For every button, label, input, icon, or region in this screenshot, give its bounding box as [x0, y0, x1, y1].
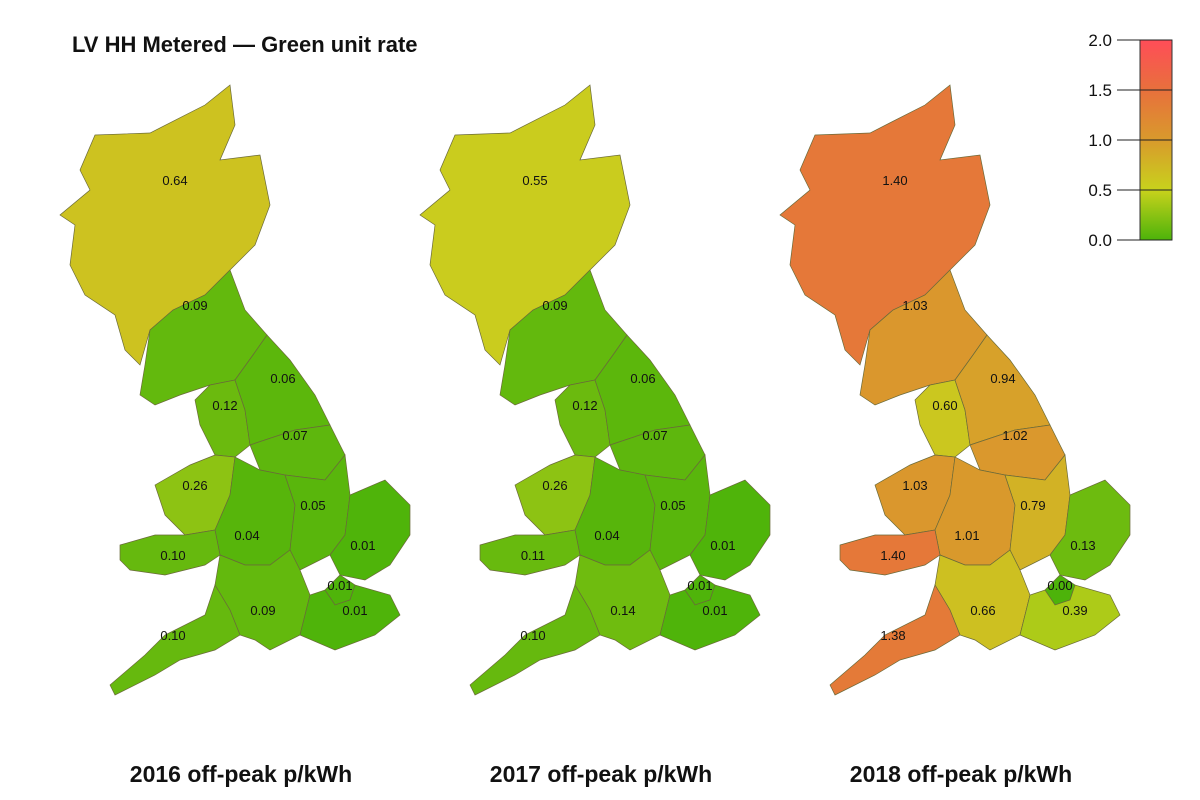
region-value-label: 0.09	[182, 298, 207, 313]
region-value-label: 0.06	[630, 371, 655, 386]
region-south-east	[659, 584, 761, 651]
region-north-east	[954, 334, 1051, 446]
region-value-label: 0.66	[970, 603, 995, 618]
region-eastern	[689, 479, 771, 581]
region-value-label: 0.12	[572, 398, 597, 413]
region-value-label: 0.01	[327, 578, 352, 593]
region-value-label: 0.09	[542, 298, 567, 313]
region-value-label: 0.26	[182, 478, 207, 493]
color-legend: 2.0 1.5 1.0 0.5 0.0	[1088, 31, 1173, 250]
region-value-label: 0.00	[1047, 578, 1072, 593]
region-south-west	[829, 584, 961, 696]
region-value-label: 0.39	[1062, 603, 1087, 618]
legend-tick-label: 0.5	[1088, 181, 1112, 200]
region-value-label: 0.26	[542, 478, 567, 493]
region-value-label: 0.09	[250, 603, 275, 618]
region-value-label: 0.04	[234, 528, 259, 543]
region-value-label: 0.60	[932, 398, 957, 413]
map-3: 1.40 1.03 0.60 0.94 1.02 1.03 1.01 0.79 0.13 1.40…	[779, 84, 1131, 696]
region-value-label: 0.79	[1020, 498, 1045, 513]
region-value-label: 0.01	[342, 603, 367, 618]
region-value-label: 0.05	[300, 498, 325, 513]
region-south-east	[1019, 584, 1121, 651]
region-south-wales	[839, 529, 941, 576]
map-2: 0.55 0.09 0.12 0.06 0.07 0.26 0.04 0.05 0.01 0.11…	[419, 84, 771, 696]
region-value-label: 0.05	[660, 498, 685, 513]
region-value-label: 0.01	[710, 538, 735, 553]
region-south-wales	[479, 529, 581, 576]
region-north-east	[594, 334, 691, 446]
map-caption: 2017 off-peak p/kWh	[490, 761, 712, 787]
region-value-label: 1.03	[902, 298, 927, 313]
region-value-label: 0.06	[270, 371, 295, 386]
region-value-label: 1.03	[902, 478, 927, 493]
legend-tick-label: 1.5	[1088, 81, 1112, 100]
region-value-label: 0.01	[350, 538, 375, 553]
region-value-label: 1.38	[880, 628, 905, 643]
map-1: 0.64 0.09 0.12 0.06 0.07 0.26 0.04 0.05 0.01 0.10…	[59, 84, 411, 696]
region-value-label: 0.10	[160, 548, 185, 563]
region-value-label: 1.40	[882, 173, 907, 188]
chart-title: LV HH Metered — Green unit rate	[72, 32, 418, 57]
region-value-label: 0.55	[522, 173, 547, 188]
region-value-label: 0.14	[610, 603, 635, 618]
region-eastern	[1049, 479, 1131, 581]
region-south-west	[469, 584, 601, 696]
region-value-label: 0.12	[212, 398, 237, 413]
region-value-label: 0.64	[162, 173, 187, 188]
region-north-east	[234, 334, 331, 446]
region-value-label: 0.94	[990, 371, 1015, 386]
legend-tick-label: 1.0	[1088, 131, 1112, 150]
map-caption: 2016 off-peak p/kWh	[130, 761, 352, 787]
region-value-label: 1.40	[880, 548, 905, 563]
region-value-label: 0.07	[642, 428, 667, 443]
region-eastern	[329, 479, 411, 581]
region-value-label: 0.04	[594, 528, 619, 543]
region-value-label: 1.02	[1002, 428, 1027, 443]
map-caption: 2018 off-peak p/kWh	[850, 761, 1072, 787]
region-value-label: 0.11	[521, 548, 545, 563]
legend-tick-label: 2.0	[1088, 31, 1112, 50]
region-value-label: 0.07	[282, 428, 307, 443]
region-south-east	[299, 584, 401, 651]
region-value-label: 0.13	[1070, 538, 1095, 553]
region-south-wales	[119, 529, 221, 576]
legend-tick-label: 0.0	[1088, 231, 1112, 250]
region-value-label: 0.10	[520, 628, 545, 643]
region-value-label: 0.10	[160, 628, 185, 643]
region-value-label: 0.01	[687, 578, 712, 593]
region-south-west	[109, 584, 241, 696]
region-value-label: 0.01	[702, 603, 727, 618]
region-value-label: 1.01	[954, 528, 979, 543]
